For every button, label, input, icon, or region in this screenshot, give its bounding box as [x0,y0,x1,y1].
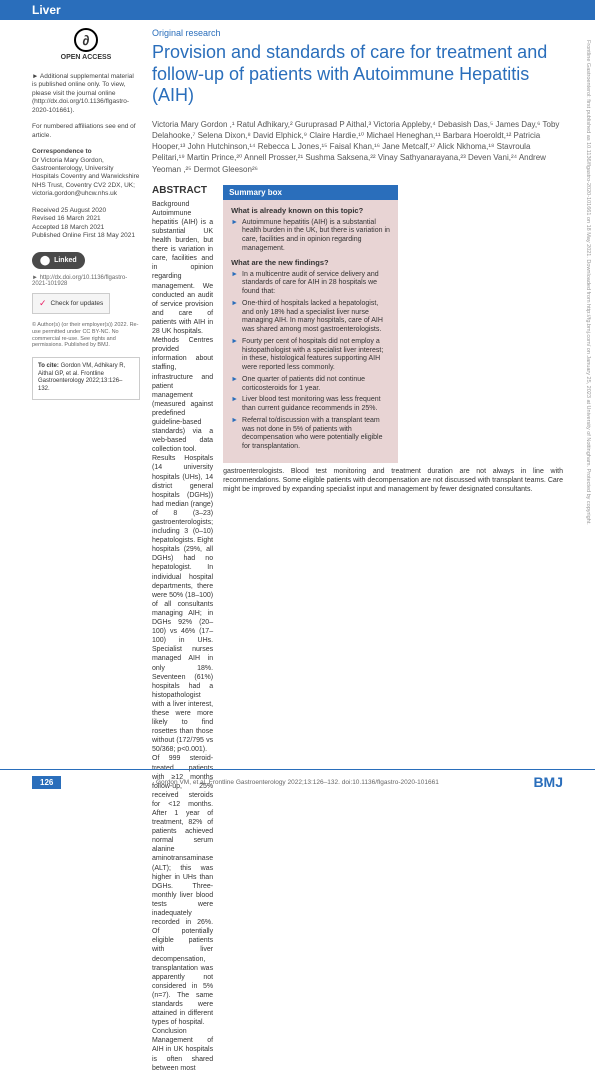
page-number: 126 [32,776,61,789]
abstract-results-more: Of 999 steroid-treated patients with ≥12… [152,755,213,1026]
footer-citation: Gordon VM, et al. Frontline Gastroentero… [156,779,439,786]
summary-box: Summary box What is already known on thi… [223,185,398,463]
correspondence-heading: Correspondence to [32,148,92,155]
cite-label: To cite: [38,363,59,369]
correspondence-text: Dr Victoria Mary Gordon, Gastroenterolog… [32,157,139,198]
main-content: Original research Provision and standard… [152,28,563,1073]
license-text: © Author(s) (or their employer(s)) 2022.… [32,322,140,348]
summary-item: ► In a multicentre audit of service deli… [231,271,390,297]
summary-q2-item4: Referral to/discussion with a transplant… [242,417,390,452]
summary-item: ► One-third of hospitals lacked a hepato… [231,300,390,335]
abstract-background: Background Autoimmune hepatitis (AIH) is… [152,201,213,335]
summary-column: Summary box What is already known on thi… [223,185,563,1073]
arrow-icon: ► [231,417,238,452]
section-header: Liver [0,0,595,20]
check-updates-label: Check for updates [51,300,104,307]
summary-title: Summary box [223,185,398,200]
summary-q2-item3: Liver blood test monitoring was less fre… [242,396,390,414]
abstract-results: Results Hospitals (14 university hospita… [152,455,213,753]
publisher-logo: BMJ [533,774,563,790]
authors-text: Victoria Mary Gordon ,¹ Ratul Adhikary,²… [152,120,559,174]
link-icon: ⬤ [40,255,50,266]
summary-q2-item0: One-third of hospitals lacked a hepatolo… [242,300,390,335]
abstract-column: ABSTRACT Background Autoimmune hepatitis… [152,185,213,1073]
abstract-heading: ABSTRACT [152,185,213,196]
article-dates: Received 25 August 2020 Revised 16 March… [32,207,140,241]
arrow-icon: ► [231,338,238,373]
author-list: Victoria Mary Gordon ,¹ Ratul Adhikary,²… [152,119,563,175]
summary-q2-intro: In a multicentre audit of service delive… [242,271,390,297]
arrow-icon: ► [231,376,238,394]
main-container: ∂ OPEN ACCESS ► Additional supplemental … [0,20,595,1073]
summary-item: ► Liver blood test monitoring was less f… [231,396,390,414]
affiliations-note: For numbered affiliations see end of art… [32,123,140,140]
summary-item: ► Fourty per cent of hospitals did not e… [231,338,390,373]
arrow-icon: ► [231,219,238,254]
linked-badge[interactable]: ⬤ Linked [32,252,85,269]
open-access-label: OPEN ACCESS [61,54,112,61]
article-category: Original research [152,28,563,38]
arrow-icon: ► [231,396,238,414]
page-footer: 126 Gordon VM, et al. Frontline Gastroen… [0,769,595,794]
summary-item: ► One quarter of patients did not contin… [231,376,390,394]
arrow-icon: ► [231,271,238,297]
copyright-watermark: Frontline Gastroenterol: first published… [585,40,591,740]
content-columns: ABSTRACT Background Autoimmune hepatitis… [152,185,563,1073]
summary-item: ► Referral to/discussion with a transpla… [231,417,390,452]
summary-item: ► Autoimmune hepatitis (AIH) is a substa… [231,219,390,254]
section-title: Liver [32,3,61,17]
open-access-icon: ∂ [74,28,98,52]
supplemental-note: ► Additional supplemental material is pu… [32,73,140,115]
check-icon: ✓ [39,298,47,309]
left-sidebar: ∂ OPEN ACCESS ► Additional supplemental … [32,28,152,1073]
linked-label: Linked [54,257,77,264]
abstract-methods: Methods Centres provided information abo… [152,337,213,453]
abstract-conclusion: Conclusion Management of AIH in UK hospi… [152,1028,213,1071]
citation-box: To cite: Gordon VM, Adhikary R, Aithal G… [32,357,140,400]
article-title: Provision and standards of care for trea… [152,42,563,107]
summary-q1: What is already known on this topic? [231,206,390,215]
abstract-body: Background Autoimmune hepatitis (AIH) is… [152,200,213,1073]
doi-link[interactable]: ► http://dx.doi.org/10.1136/flgastro-202… [32,275,140,287]
check-updates-button[interactable]: ✓ Check for updates [32,293,110,314]
summary-q2-item2: One quarter of patients did not continue… [242,376,390,394]
correspondence-block: Correspondence to Dr Victoria Mary Gordo… [32,148,140,199]
summary-q1-item0: Autoimmune hepatitis (AIH) is a substant… [242,219,390,254]
summary-q2: What are the new findings? [231,258,390,267]
summary-q2-item1: Fourty per cent of hospitals did not emp… [242,338,390,373]
arrow-icon: ► [231,300,238,335]
open-access-badge: ∂ OPEN ACCESS [32,28,140,61]
abstract-continuation: gastroenterologists. Blood test monitori… [223,467,563,494]
